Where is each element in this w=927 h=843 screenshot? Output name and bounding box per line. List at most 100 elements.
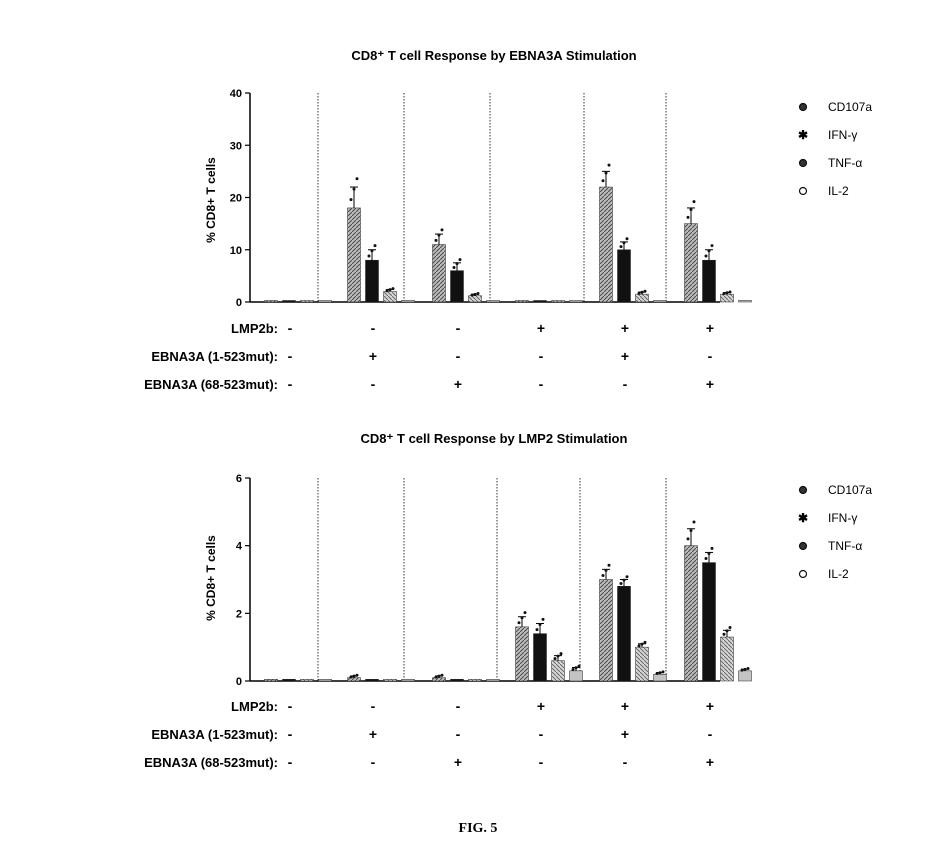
condition-sign: - [288, 320, 293, 336]
bar-tnf-group-6 [720, 636, 734, 682]
y-tick-label: 30 [230, 140, 242, 152]
data-point [385, 289, 389, 293]
data-point [517, 621, 521, 625]
bar-ifn-group-3 [450, 270, 464, 303]
condition-sign: - [456, 726, 461, 742]
bar-il2-group-1 [318, 679, 332, 682]
bar-cd107a-group-3 [432, 244, 446, 303]
data-point [725, 629, 729, 633]
legend-marker [798, 541, 808, 551]
condition-row-label: EBNA3A (1-523mut): [151, 349, 278, 364]
bar-il2-group-4 [569, 300, 583, 303]
condition-sign: + [454, 754, 462, 770]
data-point [637, 291, 641, 295]
bar-il2-group-3 [486, 679, 500, 682]
legend-label: TNF-α [828, 156, 862, 170]
bar-cd107a-group-1 [264, 300, 278, 303]
condition-sign: - [288, 376, 293, 392]
condition-sign: - [708, 348, 713, 364]
y-tick-label: 6 [236, 473, 242, 485]
condition-sign: - [371, 754, 376, 770]
data-point [604, 171, 608, 175]
condition-sign: + [621, 320, 629, 336]
bar-tnf-group-1 [300, 679, 314, 682]
data-point [643, 640, 647, 644]
bar-tnf-group-2 [383, 679, 397, 682]
bar-cd107a-group-3 [432, 677, 446, 682]
panel-ebna3a: CD8⁺ T cell Response by EBNA3A Stimulati… [144, 48, 872, 392]
bar-tnf-group-6 [720, 293, 734, 303]
data-point [704, 557, 708, 561]
bar-cd107a-group-5 [599, 579, 613, 682]
condition-sign: + [706, 376, 714, 392]
data-point [743, 667, 747, 671]
legend-label: CD107a [828, 100, 872, 114]
bar-cd107a-group-6 [684, 545, 698, 682]
data-point [725, 291, 729, 295]
legend-label: IFN-γ [828, 511, 857, 525]
condition-sign: - [623, 754, 628, 770]
legend-label: TNF-α [828, 539, 862, 553]
bar-il2-group-3 [486, 300, 500, 303]
data-point [352, 674, 356, 678]
data-point [349, 198, 353, 202]
bar-cd107a-group-4 [515, 626, 529, 682]
data-point [746, 666, 750, 670]
data-point [619, 582, 623, 586]
condition-sign: - [456, 348, 461, 364]
data-point [622, 241, 626, 245]
condition-sign: + [369, 726, 377, 742]
bar-ifn-group-2 [365, 259, 379, 303]
condition-sign: + [706, 698, 714, 714]
data-point [722, 292, 726, 296]
data-point [689, 528, 693, 532]
condition-sign: - [708, 726, 713, 742]
panel-title: CD8⁺ T cell Response by LMP2 Stimulation [361, 431, 628, 446]
condition-row-label: EBNA3A (68-523mut): [144, 755, 278, 770]
data-point [707, 249, 711, 253]
data-point [601, 179, 605, 183]
condition-sign: - [288, 754, 293, 770]
bar-tnf-group-3 [468, 679, 482, 682]
data-point [434, 675, 438, 679]
condition-sign: + [621, 348, 629, 364]
data-point [658, 671, 662, 675]
data-point [455, 262, 459, 266]
data-point [740, 668, 744, 672]
bar-il2-group-1 [318, 300, 332, 303]
condition-sign: - [456, 698, 461, 714]
data-point [556, 654, 560, 658]
y-tick-label: 10 [230, 245, 242, 257]
bar-ifn-group-6 [702, 259, 716, 303]
bar-il2-group-6 [738, 670, 752, 682]
bar-ifn-group-1 [282, 679, 296, 682]
data-point [370, 249, 374, 253]
legend-marker: ✱ [798, 128, 808, 142]
y-tick-label: 0 [236, 297, 242, 309]
data-point [704, 254, 708, 258]
data-point [473, 292, 477, 296]
data-point [643, 289, 647, 293]
data-point [476, 292, 480, 296]
bar-cd107a-group-6 [684, 223, 698, 303]
condition-sign: + [706, 754, 714, 770]
data-point [637, 644, 641, 648]
condition-sign: - [539, 348, 544, 364]
data-point [553, 657, 557, 661]
legend-marker [798, 485, 808, 495]
bar-il2-group-2 [401, 679, 415, 682]
condition-sign: - [371, 320, 376, 336]
data-point [619, 245, 623, 249]
data-point [710, 546, 714, 550]
legend-marker [798, 158, 808, 168]
data-point [440, 228, 444, 232]
legend-marker: ✱ [798, 511, 808, 525]
data-point [710, 244, 714, 248]
y-axis-label: % CD8+ T cells [204, 157, 218, 243]
condition-sign: + [621, 726, 629, 742]
bar-ifn-group-5 [617, 249, 631, 303]
data-point [686, 215, 690, 219]
bar-ifn-group-4 [533, 633, 547, 682]
condition-sign: + [537, 698, 545, 714]
legend-marker [798, 102, 808, 112]
